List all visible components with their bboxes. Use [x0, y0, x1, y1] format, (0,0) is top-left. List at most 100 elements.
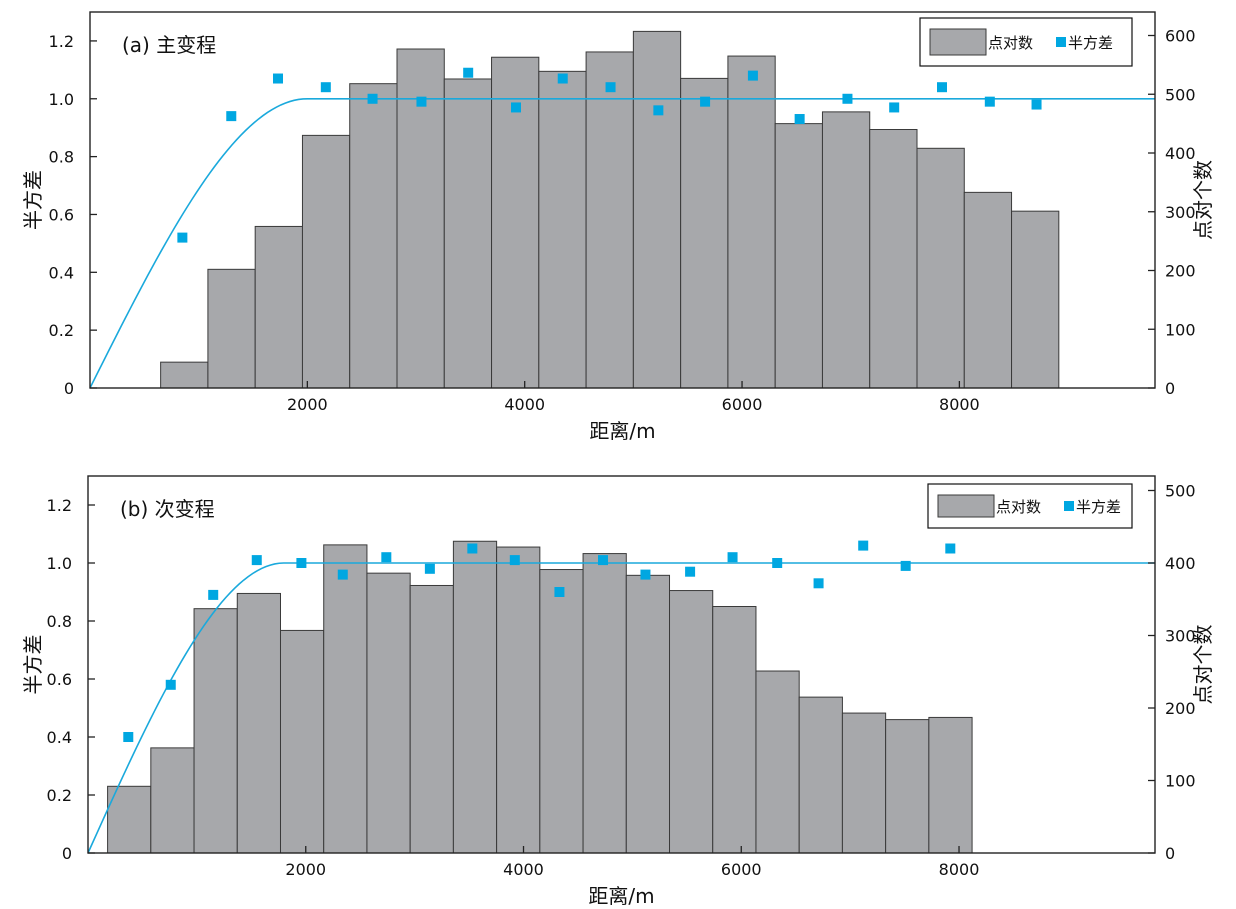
semivariance-point — [367, 93, 378, 104]
right-y-tick-label: 400 — [1165, 554, 1196, 573]
chart-title: (a) 主变程 — [122, 33, 216, 57]
semivariance-point — [685, 566, 696, 577]
semivariance-point — [226, 111, 237, 122]
bar — [409, 584, 454, 854]
left-y-axis-ticks: 0 0.2 0.4 0.6 0.8 1.0 1.2 — [47, 496, 95, 863]
legend: 点对数 半方差 — [919, 17, 1133, 67]
semivariance-point — [251, 555, 262, 566]
semivariance-point — [273, 73, 284, 84]
legend-bar-swatch — [937, 494, 995, 518]
left-y-tick-label: 0.4 — [49, 263, 74, 282]
left-y-tick-label: 0 — [64, 379, 74, 398]
bar — [916, 147, 965, 389]
left-y-tick-label: 0.2 — [47, 786, 72, 805]
bar — [279, 629, 325, 854]
semivariance-point — [463, 67, 474, 78]
bar — [1011, 210, 1060, 389]
semivariance-point — [653, 105, 664, 116]
right-y-tick-label: 200 — [1165, 262, 1196, 281]
panel-a-chart: 2000 4000 6000 8000 0 0.2 0.4 0.6 0.8 1.0 1.2 0 10… — [21, 11, 1215, 443]
semivariance-point — [984, 96, 995, 107]
legend: 点对数 半方差 — [927, 483, 1133, 529]
right-y-tick-label: 100 — [1165, 772, 1196, 791]
x-tick-label: 4000 — [504, 395, 545, 414]
left-y-tick-label: 1.0 — [49, 90, 74, 109]
right-y-tick-label: 100 — [1165, 320, 1196, 339]
left-y-tick-label: 1.0 — [47, 554, 72, 573]
plot-frame — [89, 11, 1156, 389]
panel-b-chart: 2000 4000 6000 8000 0 0.2 0.4 0.6 0.8 1.0 1.2 0 10… — [21, 475, 1215, 908]
right-y-axis-label: 点对个数 — [1191, 625, 1215, 705]
semivariance-point — [1031, 99, 1042, 110]
bar — [928, 716, 973, 854]
chart-title: (b) 次变程 — [120, 497, 215, 521]
semivariance-point — [794, 114, 805, 125]
right-y-tick-label: 0 — [1165, 844, 1175, 863]
semivariance-point — [900, 560, 911, 571]
spherical-model-curve — [89, 97, 1155, 389]
semivariance-point — [424, 563, 435, 574]
left-y-tick-label: 0.8 — [49, 148, 74, 167]
left-y-tick-label: 0.2 — [49, 321, 74, 340]
semivariance-point — [337, 569, 348, 580]
bar — [443, 78, 493, 389]
bar — [539, 569, 584, 854]
semivariance-point — [165, 679, 176, 690]
semivariance-point — [813, 578, 824, 589]
legend-point-swatch — [1064, 501, 1074, 511]
left-y-tick-label: 1.2 — [47, 496, 72, 515]
bar — [774, 123, 823, 389]
bar — [366, 572, 411, 854]
bar — [798, 696, 843, 854]
semivariance-point — [945, 543, 956, 554]
x-tick-label: 2000 — [287, 395, 328, 414]
left-y-axis-label: 半方差 — [21, 635, 45, 695]
right-y-tick-label: 200 — [1165, 699, 1196, 718]
x-axis-label: 距离/m — [589, 419, 655, 443]
left-y-tick-label: 0.4 — [47, 728, 72, 747]
bar — [582, 553, 627, 854]
bar — [841, 712, 887, 854]
semivariance-point — [509, 555, 520, 566]
bar — [349, 83, 398, 389]
x-axis-ticks: 2000 4000 6000 8000 — [285, 846, 979, 879]
bar — [727, 55, 776, 389]
bar-series — [107, 540, 973, 854]
left-y-tick-label: 0 — [62, 844, 72, 863]
semivariance-point — [381, 552, 392, 563]
right-y-tick-label: 500 — [1165, 482, 1196, 501]
bar — [207, 268, 256, 389]
legend-bar-label: 点对数 — [996, 498, 1041, 516]
left-y-tick-label: 0.6 — [49, 205, 74, 224]
left-y-axis-label: 半方差 — [21, 170, 45, 230]
right-y-tick-label: 300 — [1165, 627, 1196, 646]
semivariance-points — [177, 67, 1042, 243]
bar — [885, 719, 930, 854]
x-tick-label: 4000 — [503, 860, 544, 879]
x-tick-label: 8000 — [939, 860, 980, 879]
right-y-axis-ticks: 0 100 200 300 400 500 — [1148, 482, 1196, 863]
legend-point-label: 半方差 — [1076, 498, 1121, 516]
bar — [323, 544, 368, 854]
right-y-tick-label: 400 — [1165, 144, 1196, 163]
semivariance-point — [557, 73, 568, 84]
x-tick-label: 2000 — [285, 860, 326, 879]
bar — [755, 670, 800, 854]
semivariance-point — [889, 102, 900, 113]
left-y-tick-label: 1.2 — [49, 32, 74, 51]
semivariance-point — [208, 589, 219, 600]
x-tick-label: 8000 — [939, 395, 980, 414]
bar — [821, 111, 871, 389]
semivariance-point — [700, 96, 711, 107]
bar — [963, 191, 1013, 389]
legend-bar-label: 点对数 — [988, 34, 1033, 52]
bar — [669, 590, 714, 854]
semivariance-point — [123, 732, 134, 742]
left-y-axis-ticks: 0 0.2 0.4 0.6 0.8 1.0 1.2 — [49, 32, 97, 398]
left-y-tick-label: 0.6 — [47, 670, 72, 689]
semivariance-point — [554, 587, 565, 597]
spherical-model-curve — [87, 562, 1155, 854]
bar — [869, 129, 918, 389]
model-curve-layer — [89, 97, 1155, 389]
